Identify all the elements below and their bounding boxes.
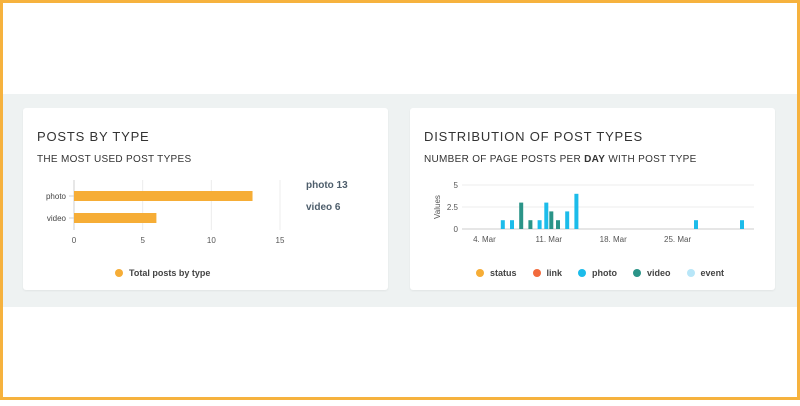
chart-legend[interactable]: Total posts by type xyxy=(115,268,226,278)
x-tick-label: 15 xyxy=(276,236,285,245)
legend-item-video[interactable]: video xyxy=(633,268,671,278)
y-tick-label: video xyxy=(47,214,67,223)
legend-label: photo xyxy=(592,268,618,278)
bar-photo xyxy=(510,220,514,229)
bar-photo xyxy=(574,193,579,229)
bar-photo xyxy=(694,220,698,229)
bar-photo xyxy=(74,191,253,201)
legend-item-event[interactable]: event xyxy=(686,268,725,278)
distribution-chart: 0 2.5 5 Values 4. Mar 11. Mar 18. Mar 25. Mar xyxy=(433,181,754,244)
legend-dot xyxy=(578,269,587,277)
summary-photo: photo 13 xyxy=(306,180,348,191)
bar-video xyxy=(74,213,157,223)
bar-photo xyxy=(740,220,744,229)
card-subtitle: NUMBER OF PAGE POSTS PER DAY WITH POST T… xyxy=(424,154,697,165)
legend-dot xyxy=(476,269,484,277)
x-tick-label: 5 xyxy=(140,236,145,245)
legend-label: Total posts by type xyxy=(129,268,211,278)
legend-label: event xyxy=(700,268,725,278)
bar-photo xyxy=(565,211,570,229)
bar-photo xyxy=(544,202,549,229)
bar-video xyxy=(549,211,554,229)
distribution-card: DISTRIBUTION OF POST TYPES NUMBER OF PAG… xyxy=(410,108,775,290)
bar-video xyxy=(556,220,560,229)
next-card-top xyxy=(26,400,776,406)
card-subtitle: THE MOST USED POST TYPES xyxy=(37,154,192,165)
chart-legend[interactable]: status link photo video event xyxy=(476,268,740,278)
legend-label: status xyxy=(490,268,517,278)
legend-dot xyxy=(115,269,123,277)
y-tick-label: 0 xyxy=(454,225,459,234)
bar-photo xyxy=(500,220,505,229)
summary-video: video 6 xyxy=(306,202,341,213)
posts-by-type-chart: 0 5 10 15 photo video xyxy=(46,180,285,245)
legend-label: video xyxy=(647,268,671,278)
dashboard-area: POSTS BY TYPE THE MOST USED POST TYPES 0… xyxy=(3,94,797,406)
bar-video xyxy=(528,220,533,229)
bar-photo xyxy=(537,220,542,229)
legend-item-photo[interactable]: photo xyxy=(578,268,617,278)
legend-dot xyxy=(532,269,541,277)
bar-video xyxy=(519,202,524,229)
card-title: DISTRIBUTION OF POST TYPES xyxy=(424,129,643,144)
legend-item-link[interactable]: link xyxy=(532,268,563,278)
legend-label: link xyxy=(546,268,563,278)
posts-by-type-card: POSTS BY TYPE THE MOST USED POST TYPES 0… xyxy=(23,108,388,290)
x-tick-label: 4. Mar xyxy=(473,235,496,244)
card-title: POSTS BY TYPE xyxy=(37,129,150,144)
x-tick-label: 10 xyxy=(207,236,216,245)
legend-item-status[interactable]: status xyxy=(476,268,517,278)
legend-item-total[interactable]: Total posts by type xyxy=(115,268,210,278)
y-tick-label: photo xyxy=(46,192,67,201)
x-tick-label: 11. Mar xyxy=(536,235,563,244)
x-tick-label: 25. Mar xyxy=(664,235,691,244)
x-tick-label: 18. Mar xyxy=(600,235,627,244)
y-axis-title: Values xyxy=(433,195,442,219)
legend-dot xyxy=(686,269,695,277)
legend-dot xyxy=(633,269,642,277)
y-tick-label: 5 xyxy=(454,181,459,190)
x-tick-label: 0 xyxy=(72,236,77,245)
y-tick-label: 2.5 xyxy=(447,203,459,212)
